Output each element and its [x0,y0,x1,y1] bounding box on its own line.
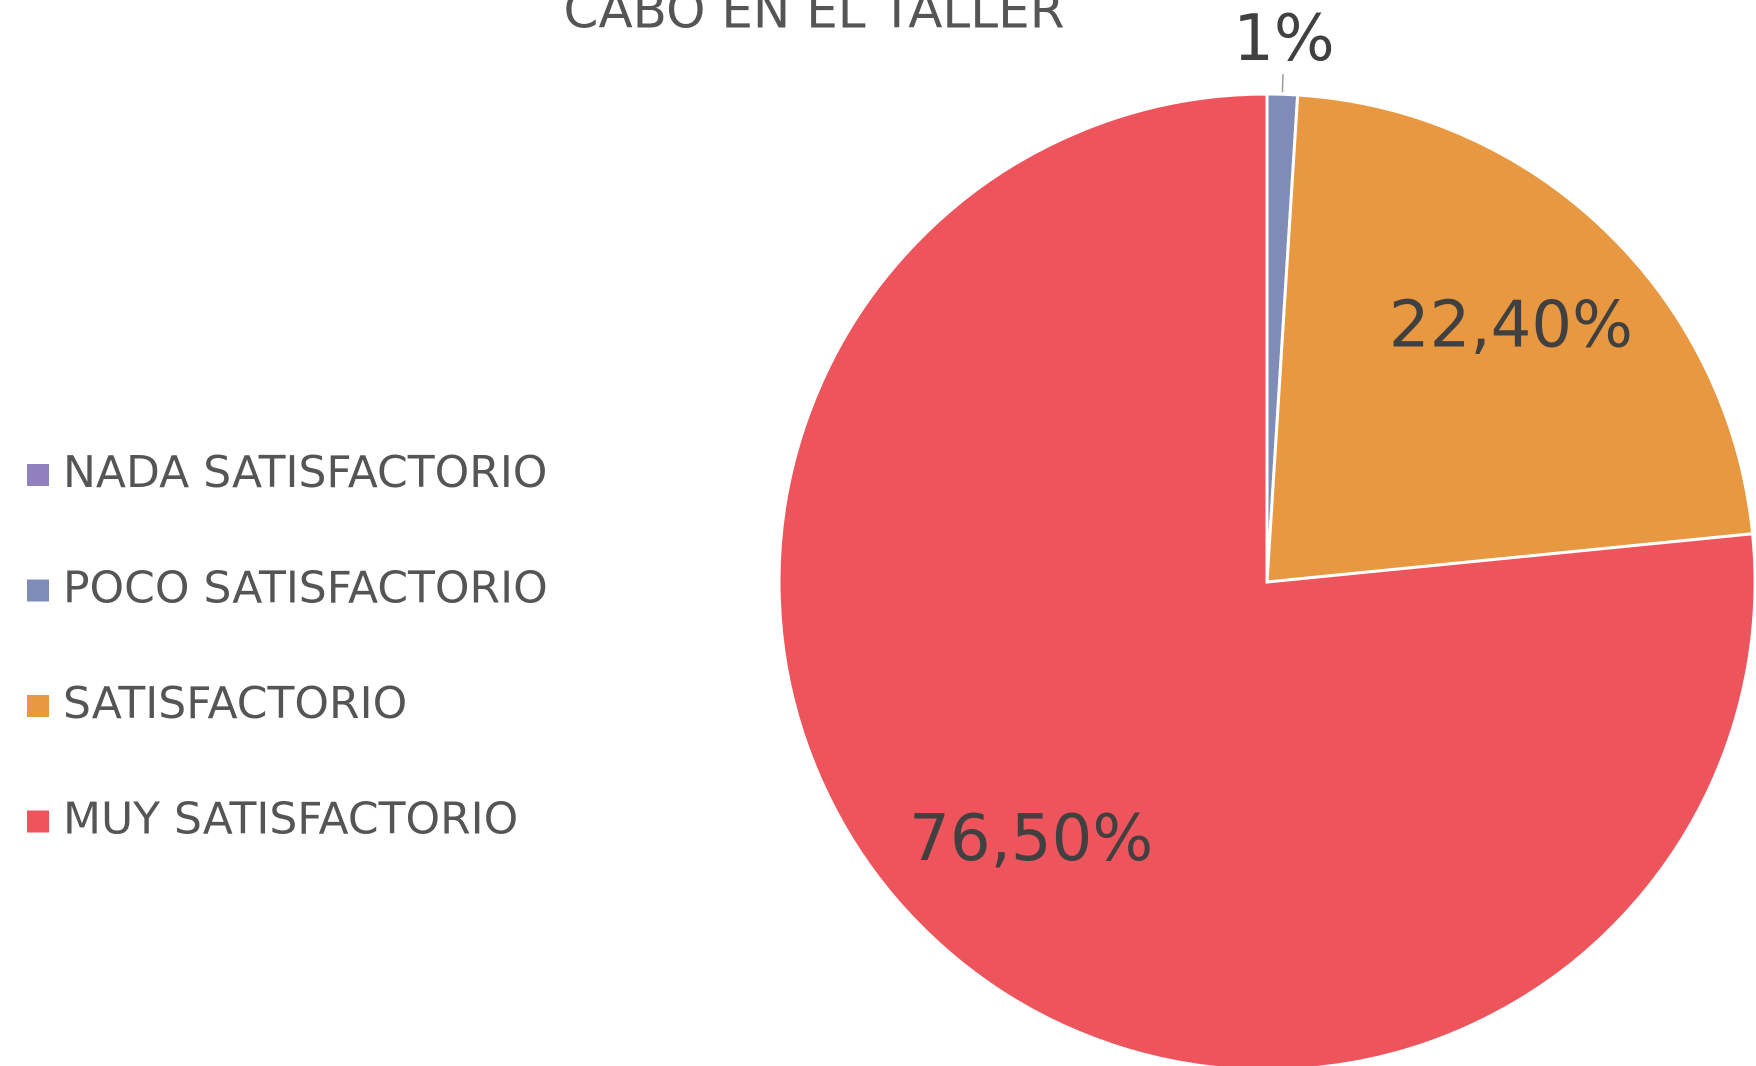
leader-line [1281,74,1284,93]
data-label: 1% [1233,2,1335,76]
legend-swatch [27,695,49,717]
pie-slice [777,92,1756,1066]
legend-label: SATISFACTORIO [63,678,407,729]
legend-label: MUY SATISFACTORIO [63,794,518,845]
pie-slice [1265,93,1755,584]
legend-swatch [27,579,49,602]
legend-label: NADA SATISFACTORIO [63,447,547,498]
legend-label: POCO SATISFACTORIO [63,563,548,614]
chart-title: CABO EN EL TALLER [564,0,1065,40]
legend-swatch [27,464,49,486]
legend-swatch [27,810,49,833]
data-label: 76,50% [909,802,1153,876]
data-label: 22,40% [1389,289,1633,363]
